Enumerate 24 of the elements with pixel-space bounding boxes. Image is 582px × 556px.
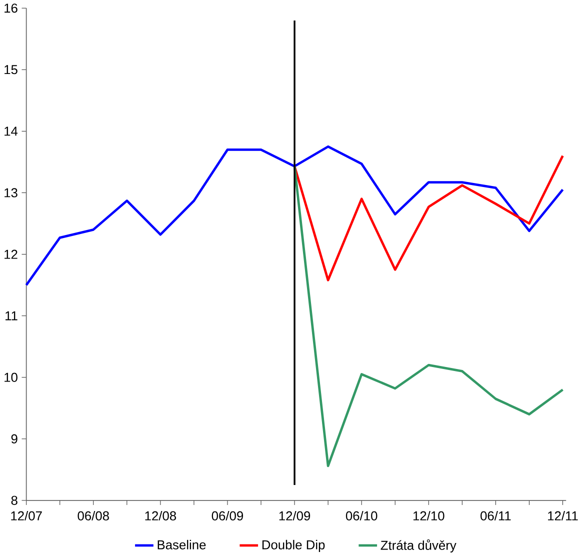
x-tick-label: 12/08 <box>145 511 176 521</box>
line-series <box>25 146 564 286</box>
legend-label: Ztráta důvěry <box>380 540 456 553</box>
x-tick-label: 06/08 <box>78 511 109 521</box>
x-tick-label: 12/10 <box>413 511 444 521</box>
line-series <box>293 165 564 468</box>
y-tick-label: 8 <box>11 496 18 506</box>
line-series <box>293 154 564 282</box>
y-tick-label: 12 <box>4 250 18 259</box>
x-tick-label: 06/09 <box>212 511 244 521</box>
x-tick-label: 12/09 <box>279 511 310 521</box>
legend-label: Double Dip <box>262 540 325 552</box>
y-tick-label: 10 <box>4 372 18 382</box>
y-tick-label: 13 <box>4 188 18 198</box>
y-tick-label: 9 <box>11 434 18 444</box>
y-tick-label: 11 <box>6 312 18 320</box>
x-tick-label: 06/11 <box>480 511 511 521</box>
y-tick-label: 16 <box>4 4 18 13</box>
x-tick-label: 12/07 <box>11 511 42 521</box>
x-tick-label: 12/11 <box>548 511 578 521</box>
x-tick-label: 06/10 <box>346 511 378 521</box>
legend-label: Baseline <box>158 540 206 550</box>
y-tick-label: 14 <box>4 126 18 136</box>
y-tick-label: 15 <box>4 65 18 74</box>
